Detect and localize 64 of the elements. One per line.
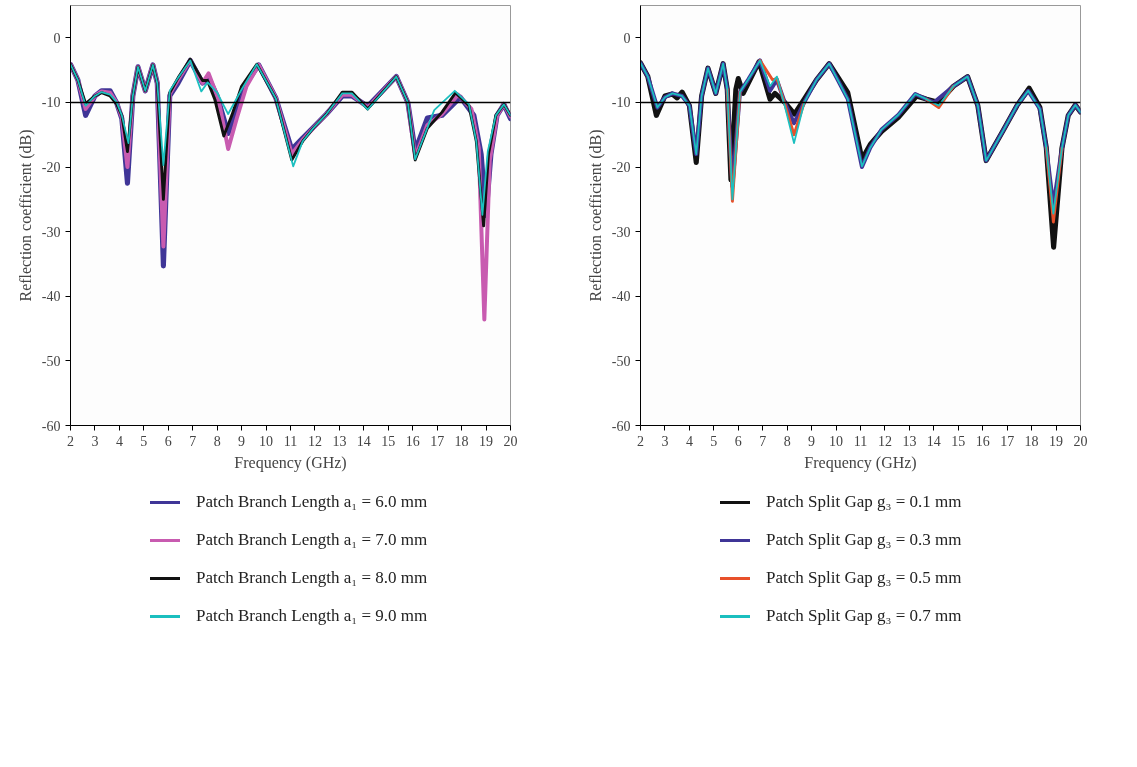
x-tick-label: 6: [164, 433, 172, 449]
x-tick-label: 6: [734, 433, 742, 449]
x-tick-label: 16: [975, 433, 990, 449]
x-tick-label: 4: [685, 433, 693, 449]
x-tick-label: 17: [430, 433, 445, 449]
x-tick-label: 5: [140, 433, 148, 449]
x-tick-label: 13: [332, 433, 347, 449]
x-axis-title: Frequency (GHz): [234, 453, 347, 472]
x-tick-label: 12: [877, 433, 892, 449]
x-tick-label: 12: [307, 433, 322, 449]
x-tick-label: 3: [91, 433, 99, 449]
x-tick-label: 8: [783, 433, 791, 449]
y-tick-label: -60: [41, 418, 61, 434]
x-tick-label: 18: [454, 433, 469, 449]
y-tick-label: 0: [623, 30, 631, 46]
x-tick-label: 7: [759, 433, 767, 449]
x-tick-label: 5: [710, 433, 718, 449]
x-tick-label: 11: [283, 433, 298, 449]
legend-label: Patch Split Gap g₃ = 0.7 mm: [766, 604, 962, 627]
x-tick-label: 19: [1049, 433, 1064, 449]
x-tick-label: 16: [405, 433, 420, 449]
y-tick-label: -30: [41, 224, 61, 240]
x-tick-label: 13: [902, 433, 917, 449]
x-tick-label: 18: [1024, 433, 1039, 449]
x-tick-label: 15: [951, 433, 966, 449]
x-tick-label: 10: [259, 433, 274, 449]
x-tick-label: 14: [356, 433, 371, 449]
x-tick-label: 20: [503, 433, 518, 449]
y-tick-label: -20: [611, 160, 631, 176]
x-tick-label: 7: [189, 433, 197, 449]
legend-label: Patch Branch Length a₁ = 6.0 mm: [196, 490, 428, 513]
y-tick-label: -10: [611, 95, 631, 111]
x-tick-label: 9: [238, 433, 246, 449]
y-tick-label: -60: [611, 418, 631, 434]
x-tick-label: 19: [479, 433, 494, 449]
x-tick-label: 9: [808, 433, 816, 449]
x-axis-title: Frequency (GHz): [804, 453, 917, 472]
y-tick-label: -40: [41, 289, 61, 305]
y-tick-label: -50: [41, 353, 61, 369]
y-tick-label: -50: [611, 353, 631, 369]
y-tick-label: 0: [53, 30, 61, 46]
x-tick-label: 20: [1073, 433, 1088, 449]
y-tick-label: -40: [611, 289, 631, 305]
y-tick-label: -10: [41, 95, 61, 111]
x-tick-label: 17: [1000, 433, 1015, 449]
y-axis-title: Reflection coefficient (dB): [586, 129, 605, 302]
legend-label: Patch Branch Length a₁ = 9.0 mm: [196, 604, 428, 627]
legend-label: Patch Branch Length a₁ = 7.0 mm: [196, 528, 428, 551]
x-tick-label: 11: [853, 433, 868, 449]
y-tick-label: -30: [611, 224, 631, 240]
x-tick-label: 4: [115, 433, 123, 449]
legend-label: Patch Branch Length a₁ = 8.0 mm: [196, 566, 428, 589]
x-tick-label: 8: [213, 433, 221, 449]
x-tick-label: 3: [661, 433, 669, 449]
x-tick-label: 2: [67, 433, 74, 449]
x-tick-label: 14: [926, 433, 941, 449]
legend-label: Patch Split Gap g₃ = 0.5 mm: [766, 566, 962, 589]
y-tick-label: -20: [41, 160, 61, 176]
y-axis-title: Reflection coefficient (dB): [16, 129, 35, 302]
x-tick-label: 2: [637, 433, 644, 449]
legend-label: Patch Split Gap g₃ = 0.1 mm: [766, 490, 962, 513]
x-tick-label: 15: [381, 433, 396, 449]
legend-label: Patch Split Gap g₃ = 0.3 mm: [766, 528, 962, 551]
x-tick-label: 10: [829, 433, 844, 449]
